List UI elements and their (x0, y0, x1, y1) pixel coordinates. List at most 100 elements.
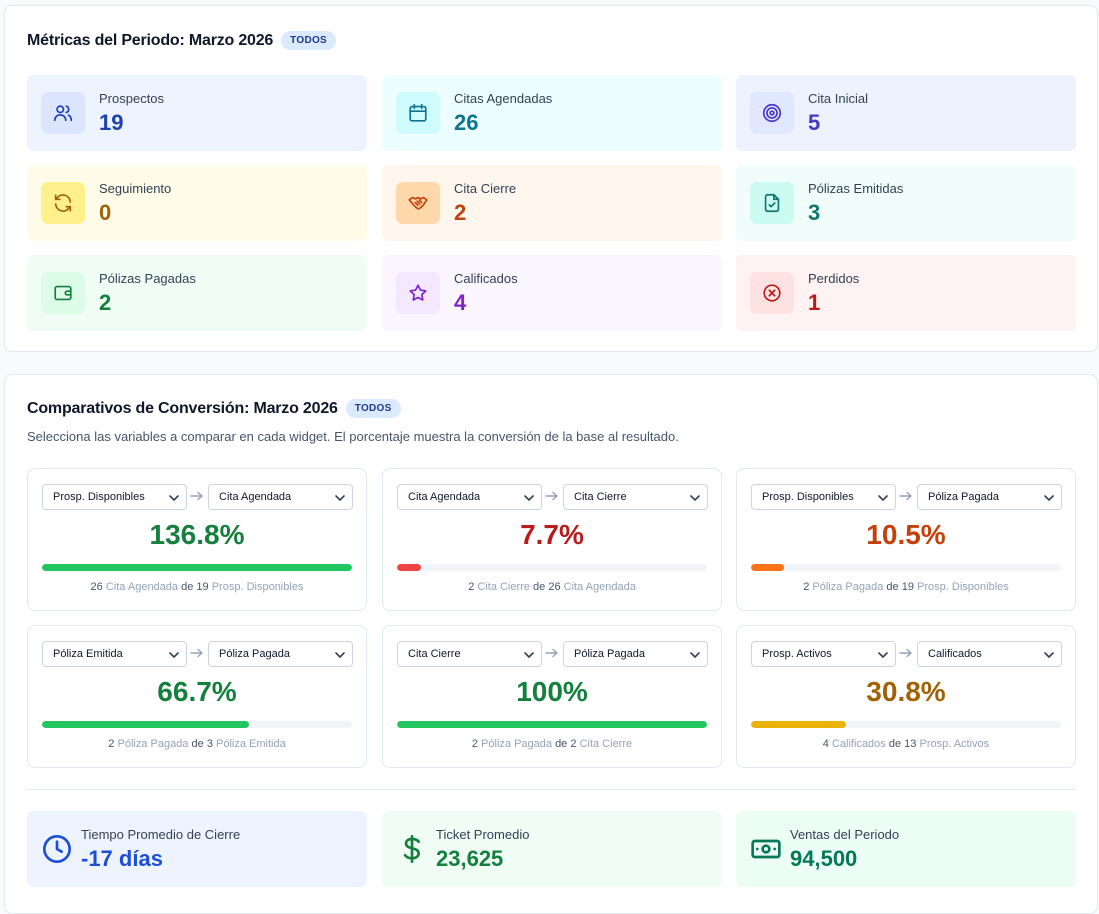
metric-card-polizas-emitidas: Pólizas Emitidas 3 (736, 165, 1076, 241)
metric-value: 3 (808, 200, 821, 225)
of-text: de (555, 738, 568, 750)
metric-label: Perdidos (808, 271, 860, 286)
conversion-title: Comparativos de Conversión: Marzo 2026 (27, 399, 338, 417)
conversion-percent: 136.8% (149, 519, 245, 550)
arrow-right-icon (190, 648, 203, 658)
result-count: 2 (471, 738, 478, 750)
metric-card-calificados: Calificados 4 (382, 255, 722, 331)
metric-value: 2 (454, 200, 467, 225)
result-variable-select[interactable]: Cita Agendada (208, 484, 353, 510)
progress-track (397, 721, 707, 728)
conversion-widget: Póliza Emitida Póliza Pagada 66.7% 2 Póliza… (27, 625, 367, 768)
metric-label: Cita Cierre (454, 181, 517, 196)
base-count: 13 (904, 738, 917, 750)
metric-label: Seguimiento (99, 181, 172, 196)
progress-fill (751, 721, 847, 728)
select-value: Póliza Pagada (928, 491, 999, 503)
conversion-percent: 66.7% (157, 676, 237, 707)
base-name: Póliza Emitida (216, 738, 286, 750)
metric-label: Citas Agendadas (454, 91, 553, 106)
conversion-widget: Prosp. Disponibles Póliza Pagada 10.5% 2 Pó… (736, 468, 1076, 611)
metric-value: 1 (808, 290, 821, 315)
star-icon (396, 272, 440, 314)
select-value: Cita Agendada (219, 491, 292, 503)
conversion-panel: Comparativos de Conversión: Marzo 2026 T… (4, 374, 1098, 914)
base-count: 19 (901, 581, 914, 593)
base-variable-select[interactable]: Prosp. Activos (751, 641, 896, 667)
progress-track (42, 721, 352, 728)
arrow-right-icon (899, 491, 912, 501)
progress-track (751, 721, 1061, 728)
base-variable-select[interactable]: Prosp. Disponibles (42, 484, 187, 510)
metric-value: 0 (99, 200, 112, 225)
result-name: Cita Cierre (477, 581, 530, 593)
chevron-down-icon (335, 495, 345, 501)
handshake-icon (396, 182, 440, 224)
base-count: 3 (206, 738, 213, 750)
base-variable-select[interactable]: Cita Cierre (397, 641, 542, 667)
select-value: Cita Agendada (408, 491, 481, 503)
base-count: 2 (570, 738, 577, 750)
kpi-card-ticket-promedio: Ticket Promedio 23,625 (382, 811, 722, 887)
of-text: de (888, 738, 902, 750)
select-value: Prosp. Disponibles (53, 491, 145, 503)
conversion-percent: 100% (516, 676, 588, 707)
of-text: de (181, 581, 194, 593)
result-variable-select[interactable]: Póliza Pagada (917, 484, 1062, 510)
metrics-title: Métricas del Periodo: Marzo 2026 (27, 31, 274, 49)
metric-value: 5 (808, 110, 821, 135)
metric-card-polizas-pagadas: Pólizas Pagadas 2 (27, 255, 367, 331)
result-variable-select[interactable]: Póliza Pagada (208, 641, 353, 667)
conversion-detail: 26 Cita Agendada de 19 Prosp. Disponible… (28, 581, 366, 593)
result-variable-select[interactable]: Calificados (917, 641, 1062, 667)
banknote-icon (751, 839, 781, 859)
dollar-icon (403, 835, 421, 863)
kpi-value: 23,625 (436, 846, 504, 871)
conversion-filter-badge[interactable]: TODOS (345, 399, 401, 418)
of-text: de (886, 581, 899, 593)
base-variable-select[interactable]: Cita Agendada (397, 484, 542, 510)
metric-card-perdidos: Perdidos 1 (736, 255, 1076, 331)
kpi-value: -17 días (81, 846, 163, 871)
result-variable-select[interactable]: Póliza Pagada (563, 641, 708, 667)
metric-label: Pólizas Emitidas (808, 181, 904, 196)
kpi-label: Ticket Promedio (436, 827, 530, 842)
select-value: Cita Cierre (408, 648, 461, 660)
kpi-label: Ventas del Periodo (790, 827, 900, 842)
base-variable-select[interactable]: Prosp. Disponibles (751, 484, 896, 510)
conversion-header: Comparativos de Conversión: Marzo 2026 T… (27, 399, 401, 418)
chevron-down-icon (1044, 495, 1054, 501)
select-value: Prosp. Disponibles (762, 491, 854, 503)
result-count: 2 (803, 581, 810, 593)
metric-label: Pólizas Pagadas (99, 271, 196, 286)
conversion-detail: 2 Póliza Pagada de 3 Póliza Emitida (28, 738, 366, 750)
conversion-detail: 4 Calificados de 13 Prosp. Activos (737, 738, 1075, 750)
base-name: Prosp. Activos (919, 738, 990, 750)
result-variable-select[interactable]: Cita Cierre (563, 484, 708, 510)
result-name: Cita Agendada (105, 581, 179, 593)
select-value: Prosp. Activos (762, 648, 832, 660)
result-count: 26 (90, 581, 103, 593)
base-count: 19 (196, 581, 209, 593)
base-name: Prosp. Disponibles (917, 581, 1009, 593)
conversion-widget: Cita Agendada Cita Cierre 7.7% 2 Cita Cierr… (382, 468, 722, 611)
base-name: Cita Cierre (579, 738, 633, 750)
result-count: 2 (108, 738, 115, 750)
metrics-filter-badge[interactable]: TODOS (281, 31, 337, 50)
conversion-percent: 7.7% (520, 519, 584, 550)
chevron-down-icon (335, 652, 345, 658)
clock-icon (43, 835, 71, 863)
chevron-down-icon (524, 652, 534, 658)
chevron-down-icon (878, 495, 888, 501)
select-value: Cita Cierre (574, 491, 627, 503)
result-count: 2 (468, 581, 475, 593)
refresh-icon (41, 182, 85, 224)
progress-track (751, 564, 1061, 571)
conversion-detail: 2 Cita Cierre de 26 Cita Agendada (383, 581, 721, 593)
metrics-header: Métricas del Periodo: Marzo 2026 TODOS (27, 31, 337, 50)
target-icon (750, 92, 794, 134)
base-name: Prosp. Disponibles (211, 581, 304, 593)
chevron-down-icon (169, 652, 179, 658)
conversion-detail: 2 Póliza Pagada de 19 Prosp. Disponibles (737, 581, 1075, 593)
base-variable-select[interactable]: Póliza Emitida (42, 641, 187, 667)
